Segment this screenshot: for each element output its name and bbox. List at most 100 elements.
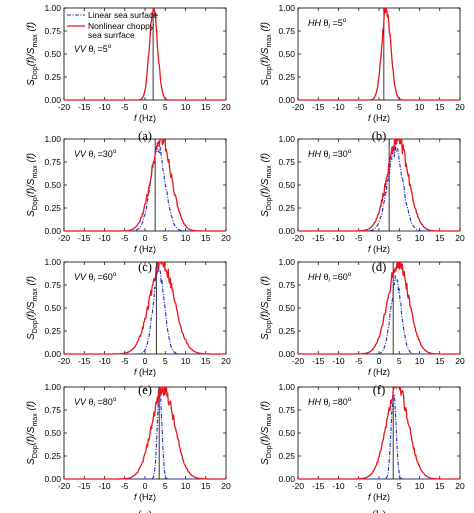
x-tick-label: 0 (143, 356, 148, 366)
y-tick-label: 0.00 (278, 474, 295, 484)
x-tick-label: 20 (221, 481, 231, 491)
x-tick-label: -15 (78, 356, 91, 366)
x-axis-label: f (Hz) (368, 244, 390, 254)
x-tick-label: -5 (121, 356, 129, 366)
legend-label-nonlinear: Nonlinear choppy (88, 21, 155, 31)
y-tick-label: 1.00 (44, 3, 61, 13)
y-tick-label: 0.25 (278, 72, 295, 82)
y-tick-label: 1.00 (44, 257, 61, 267)
x-tick-label: 20 (455, 102, 465, 112)
x-tick-label: -10 (332, 102, 345, 112)
y-tick-label: 0.75 (278, 280, 295, 290)
y-tick-label: 1.00 (44, 382, 61, 392)
y-axis-label: SDop(f)/Smax (f) (260, 401, 273, 465)
y-axis-label: SDop(f)/Smax (f) (26, 401, 39, 465)
x-tick-label: 5 (397, 233, 402, 243)
x-tick-label: 10 (415, 481, 425, 491)
y-tick-label: 0.50 (44, 49, 61, 59)
x-tick-label: 15 (201, 233, 211, 243)
subplot-d: -20 -15 -10 -5 0 5 10 15 20 0.00 0.25 0.50 0.75 1.00 f… (260, 134, 465, 274)
x-tick-label: -5 (121, 233, 129, 243)
x-tick-label: -10 (332, 481, 345, 491)
y-tick-label: 0.00 (278, 349, 295, 359)
x-tick-label: 15 (435, 481, 445, 491)
x-tick-label: 10 (181, 233, 191, 243)
series-nonlinear-choppy-sea-surface (297, 261, 461, 355)
y-tick-label: 0.25 (278, 451, 295, 461)
y-tick-label: 0.25 (44, 451, 61, 461)
subplot-b: -20 -15 -10 -5 0 5 10 15 20 0.00 0.25 0.50 0.75 1.00 f… (260, 3, 465, 143)
x-tick-label: 15 (435, 102, 445, 112)
series-nonlinear-choppy-sea-surface (64, 7, 227, 101)
x-tick-label: 0 (377, 233, 382, 243)
series-nonlinear-choppy-sea-surface (297, 138, 461, 232)
x-tick-label: -5 (355, 481, 363, 491)
x-tick-label: -10 (332, 233, 345, 243)
x-tick-label: 15 (201, 481, 211, 491)
y-tick-label: 0.75 (278, 157, 295, 167)
x-tick-label: 10 (415, 102, 425, 112)
polarization-annotation: HH θi =30o (308, 148, 352, 161)
x-tick-label: 5 (163, 102, 168, 112)
panel-caption: (c) (138, 260, 152, 274)
subplot-f: -20 -15 -10 -5 0 5 10 15 20 0.00 0.25 0.50 0.75 1.00 f… (260, 257, 465, 397)
y-tick-label: 0.75 (278, 26, 295, 36)
panel-caption: (b) (372, 129, 387, 143)
y-tick-label: 0.00 (278, 226, 295, 236)
x-tick-label: -15 (312, 102, 325, 112)
y-tick-label: 0.25 (44, 326, 61, 336)
subplot-e: -20 -15 -10 -5 0 5 10 15 20 0.00 0.25 0.50 0.75 1.00 f… (26, 257, 231, 397)
x-tick-label: -15 (78, 102, 91, 112)
y-axis-label: SDop(f)/Smax (f) (260, 153, 273, 217)
x-axis-label: f (Hz) (134, 244, 156, 254)
x-tick-label: 10 (415, 356, 425, 366)
y-tick-label: 0.75 (278, 405, 295, 415)
x-tick-label: -5 (355, 233, 363, 243)
x-tick-label: -20 (292, 356, 305, 366)
subplot-h: -20 -15 -10 -5 0 5 10 15 20 0.00 0.25 0.50 0.75 1.00 f… (260, 382, 465, 513)
y-tick-label: 0.00 (44, 226, 61, 236)
x-tick-label: 5 (163, 356, 168, 366)
polarization-annotation: VV θi =80o (74, 396, 117, 409)
y-axis-label: SDop(f)/Smax (f) (26, 153, 39, 217)
y-tick-label: 1.00 (44, 134, 61, 144)
x-tick-label: -15 (78, 481, 91, 491)
y-tick-label: 0.75 (44, 157, 61, 167)
x-tick-label: 10 (181, 481, 191, 491)
y-tick-label: 0.75 (44, 405, 61, 415)
x-tick-label: -15 (78, 233, 91, 243)
y-tick-label: 0.50 (278, 428, 295, 438)
y-tick-label: 0.50 (278, 49, 295, 59)
y-tick-label: 0.50 (44, 428, 61, 438)
series-nonlinear-choppy-sea-surface (297, 7, 461, 101)
x-tick-label: 0 (377, 356, 382, 366)
x-tick-label: -10 (98, 481, 111, 491)
x-tick-label: -20 (58, 481, 71, 491)
x-tick-label: 15 (435, 233, 445, 243)
polarization-annotation: HH θi =5o (308, 17, 347, 30)
y-tick-label: 0.25 (278, 203, 295, 213)
y-tick-label: 0.50 (44, 180, 61, 190)
x-tick-label: 10 (415, 233, 425, 243)
series-nonlinear-choppy-sea-surface (64, 261, 227, 355)
x-tick-label: 10 (181, 102, 191, 112)
series-linear-sea-surface (298, 394, 460, 480)
y-tick-label: 0.00 (44, 95, 61, 105)
panel-caption: (d) (372, 260, 387, 274)
y-axis-label: SDop(f)/Smax (f) (26, 22, 39, 86)
y-tick-label: 1.00 (278, 382, 295, 392)
x-axis-label: f (Hz) (368, 367, 390, 377)
x-tick-label: 5 (397, 102, 402, 112)
x-tick-label: 20 (455, 481, 465, 491)
subplot-c: -20 -15 -10 -5 0 5 10 15 20 0.00 0.25 0.50 0.75 1.00 f… (26, 134, 231, 274)
y-tick-label: 1.00 (278, 257, 295, 267)
x-tick-label: 15 (201, 356, 211, 366)
x-tick-label: -5 (121, 102, 129, 112)
x-tick-label: -15 (312, 481, 325, 491)
legend-label-linear: Linear sea surface (88, 10, 158, 20)
x-tick-label: 20 (221, 233, 231, 243)
x-tick-label: -5 (121, 481, 129, 491)
x-tick-label: -10 (98, 102, 111, 112)
